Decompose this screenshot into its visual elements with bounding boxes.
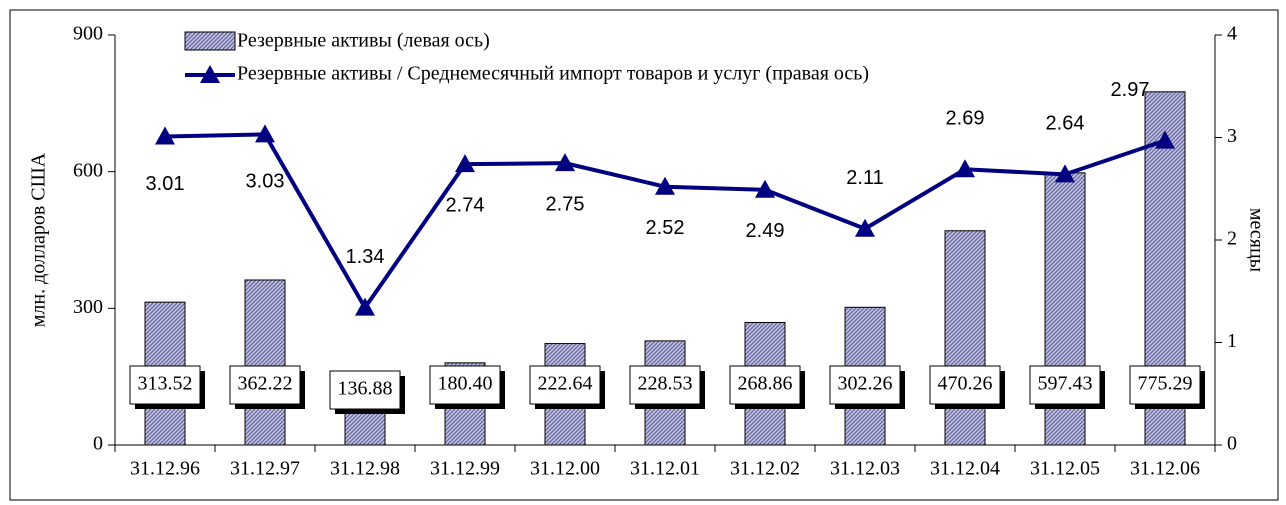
bar-value-label: 597.43 (1038, 373, 1093, 395)
x-tick-label: 31.12.01 (630, 458, 700, 480)
x-tick-label: 31.12.03 (830, 458, 900, 480)
line-value-label: 2.52 (646, 217, 685, 239)
bar-value-label: 362.22 (238, 373, 293, 395)
y2-tick-label: 4 (1227, 23, 1237, 45)
line-value-label: 2.69 (946, 108, 985, 130)
x-tick-label: 31.12.06 (1130, 458, 1200, 480)
line-marker (1055, 164, 1075, 183)
label-box (629, 365, 701, 405)
legend-label: Резервные активы / Среднемесячный импорт… (237, 63, 869, 85)
x-tick-label: 31.12.99 (430, 458, 500, 480)
bar-value-label: 470.26 (938, 373, 993, 395)
label-box (1129, 365, 1201, 405)
y2-tick-label: 0 (1227, 433, 1237, 455)
x-tick-label: 31.12.00 (530, 458, 600, 480)
label-box (229, 365, 301, 405)
legend-bar-swatch (184, 31, 236, 51)
legend-label: Резервные активы (левая ось) (237, 30, 490, 52)
bar-value-label: 775.29 (1138, 373, 1193, 395)
y2-tick-label: 2 (1227, 228, 1237, 250)
x-tick-label: 31.12.05 (1030, 458, 1100, 480)
y2-tick-label: 3 (1227, 125, 1237, 147)
bar-value-label: 136.88 (338, 378, 393, 400)
line-marker (855, 218, 875, 237)
line-marker (755, 179, 775, 198)
y-tick-label: 0 (93, 433, 103, 455)
x-tick-label: 31.12.97 (230, 458, 300, 480)
y-tick-label: 900 (73, 23, 103, 45)
y2-tick-label: 1 (1227, 330, 1237, 352)
bar-value-label: 180.40 (438, 373, 493, 395)
line-marker (255, 124, 275, 143)
x-tick-label: 31.12.02 (730, 458, 800, 480)
x-tick-label: 31.12.96 (130, 458, 200, 480)
line-value-label: 2.49 (746, 220, 785, 242)
bar (244, 279, 286, 446)
y-axis-label: млн. долларов США (28, 152, 50, 327)
legend-marker (200, 65, 220, 83)
line-marker (555, 153, 575, 172)
bar (944, 230, 986, 446)
line-marker (455, 154, 475, 173)
line-marker (955, 159, 975, 178)
bar-value-label: 228.53 (638, 373, 693, 395)
label-box (1029, 365, 1101, 405)
y-tick-label: 300 (73, 296, 103, 318)
label-box (529, 365, 601, 405)
line-marker (1155, 130, 1175, 149)
label-box (429, 365, 501, 405)
line-value-label: 2.11 (846, 167, 883, 189)
frame (9, 9, 1279, 501)
line-value-label: 2.75 (546, 193, 585, 215)
line-value-label: 2.97 (1111, 79, 1150, 101)
bar-value-label: 313.52 (138, 373, 193, 395)
line-value-label: 2.64 (1046, 113, 1085, 135)
x-tick-label: 31.12.04 (930, 458, 1000, 480)
label-box (929, 365, 1001, 405)
line-marker (655, 176, 675, 195)
y-tick-label: 600 (73, 159, 103, 181)
line-value-label: 3.01 (146, 173, 185, 195)
line-marker (155, 126, 175, 145)
label-box (829, 365, 901, 405)
label-box (129, 365, 201, 405)
bar-value-label: 268.86 (738, 373, 793, 395)
bar-value-label: 222.64 (538, 373, 593, 395)
line-value-label: 2.74 (446, 194, 485, 216)
label-box (329, 370, 401, 410)
label-box (729, 365, 801, 405)
line-value-label: 1.34 (346, 246, 385, 268)
bar-value-label: 302.26 (838, 373, 893, 395)
y2-axis-label: месяцы (1245, 208, 1267, 272)
line-marker (355, 297, 375, 316)
line-value-label: 3.03 (246, 171, 285, 193)
x-tick-label: 31.12.98 (330, 458, 400, 480)
